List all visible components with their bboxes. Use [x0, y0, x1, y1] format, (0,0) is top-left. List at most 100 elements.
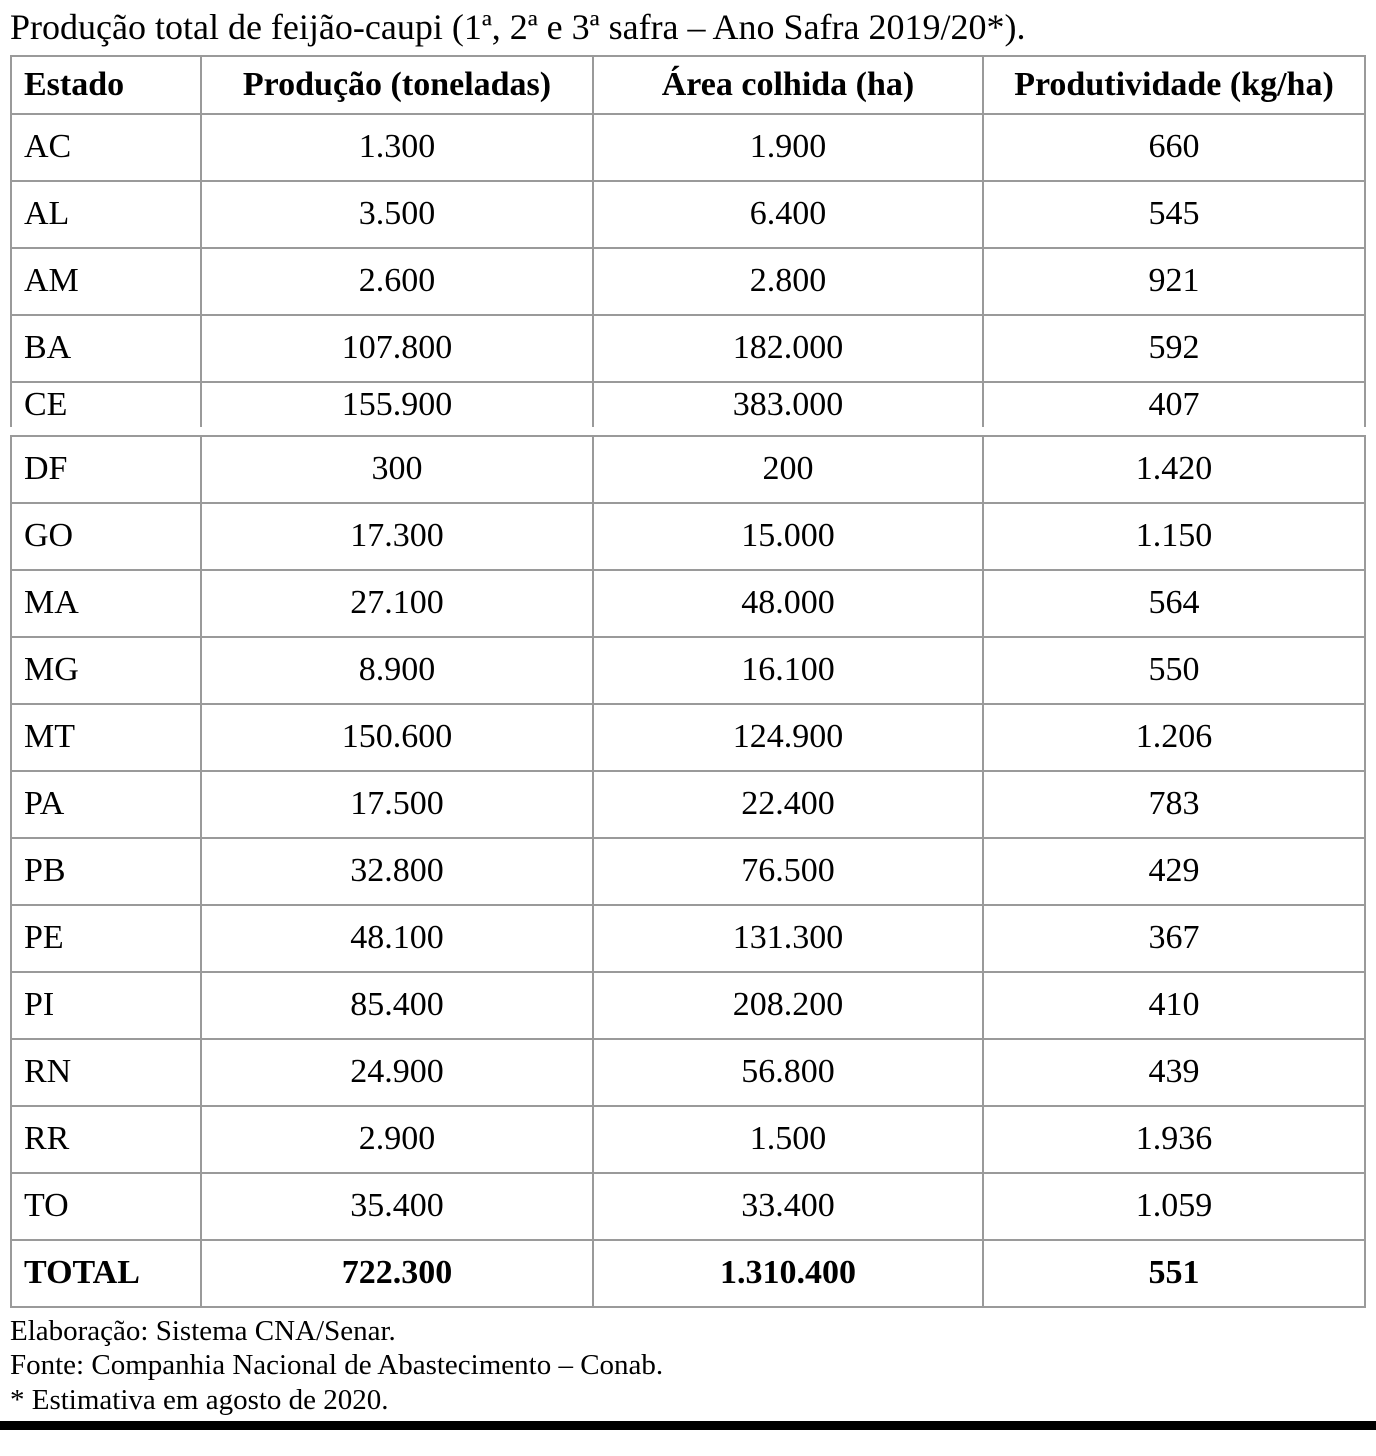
footnotes: Elaboração: Sistema CNA/Senar. Fonte: Co… — [10, 1315, 1364, 1416]
value-cell: 48.000 — [592, 568, 984, 638]
state-cell: PE — [10, 903, 202, 973]
value-cell: 85.400 — [200, 970, 594, 1040]
state-cell: RN — [10, 1037, 202, 1107]
state-cell: MG — [10, 635, 202, 705]
state-cell: PI — [10, 970, 202, 1040]
value-cell: 17.300 — [200, 501, 594, 571]
total-label-cell: TOTAL — [10, 1238, 202, 1308]
column-header-produtividade: Produtividade (kg/ha) — [982, 54, 1366, 115]
value-cell: 6.400 — [592, 179, 984, 249]
table-row: RR 2.900 1.500 1.936 — [10, 1104, 1366, 1174]
bottom-rule — [0, 1421, 1376, 1431]
total-area-cell: 1.310.400 — [592, 1238, 984, 1308]
state-cell: AL — [10, 179, 202, 249]
header-row: Estado Produção (toneladas) Área colhida… — [10, 54, 1366, 115]
value-cell: 1.500 — [592, 1104, 984, 1174]
value-cell: 150.600 — [200, 702, 594, 772]
value-cell: 3.500 — [200, 179, 594, 249]
column-header-area-colhida: Área colhida (ha) — [592, 54, 984, 115]
production-table-part2: DF 300 200 1.420 GO 17.300 15.000 1.150 MA 27.100… — [10, 434, 1366, 1308]
state-cell: AM — [10, 246, 202, 316]
value-cell: 33.400 — [592, 1171, 984, 1241]
value-cell: 48.100 — [200, 903, 594, 973]
total-row: TOTAL 722.300 1.310.400 551 — [10, 1238, 1366, 1308]
value-cell: 1.150 — [982, 501, 1366, 571]
value-cell: 155.900 — [200, 380, 594, 427]
value-cell: 131.300 — [592, 903, 984, 973]
value-cell: 1.420 — [982, 434, 1366, 504]
state-cell: TO — [10, 1171, 202, 1241]
value-cell: 592 — [982, 313, 1366, 383]
table-row: MG 8.900 16.100 550 — [10, 635, 1366, 705]
state-cell: CE — [10, 380, 202, 427]
production-table-part1: Estado Produção (toneladas) Área colhida… — [10, 54, 1366, 427]
state-cell: MA — [10, 568, 202, 638]
value-cell: 564 — [982, 568, 1366, 638]
table-row: MA 27.100 48.000 564 — [10, 568, 1366, 638]
table-row: TO 35.400 33.400 1.059 — [10, 1171, 1366, 1241]
value-cell: 921 — [982, 246, 1366, 316]
state-cell: BA — [10, 313, 202, 383]
value-cell: 783 — [982, 769, 1366, 839]
value-cell: 200 — [592, 434, 984, 504]
value-cell: 367 — [982, 903, 1366, 973]
state-cell: GO — [10, 501, 202, 571]
table-row: MT 150.600 124.900 1.206 — [10, 702, 1366, 772]
value-cell: 410 — [982, 970, 1366, 1040]
table-row: RN 24.900 56.800 439 — [10, 1037, 1366, 1107]
value-cell: 124.900 — [592, 702, 984, 772]
value-cell: 2.600 — [200, 246, 594, 316]
document-page: Produção total de feijão-caupi (1ª, 2ª e… — [10, 7, 1366, 1416]
footnote-elaboration: Elaboração: Sistema CNA/Senar. — [10, 1314, 396, 1347]
table-row: AM 2.600 2.800 921 — [10, 246, 1366, 316]
value-cell: 56.800 — [592, 1037, 984, 1107]
state-cell: DF — [10, 434, 202, 504]
value-cell: 27.100 — [200, 568, 594, 638]
value-cell: 2.900 — [200, 1104, 594, 1174]
value-cell: 545 — [982, 179, 1366, 249]
value-cell: 16.100 — [592, 635, 984, 705]
total-producao-cell: 722.300 — [200, 1238, 594, 1308]
table-row: PE 48.100 131.300 367 — [10, 903, 1366, 973]
state-cell: RR — [10, 1104, 202, 1174]
value-cell: 17.500 — [200, 769, 594, 839]
value-cell: 15.000 — [592, 501, 984, 571]
value-cell: 1.206 — [982, 702, 1366, 772]
table-row: AL 3.500 6.400 545 — [10, 179, 1366, 249]
state-cell: PA — [10, 769, 202, 839]
value-cell: 76.500 — [592, 836, 984, 906]
value-cell: 1.900 — [592, 112, 984, 182]
value-cell: 1.300 — [200, 112, 594, 182]
state-cell: MT — [10, 702, 202, 772]
value-cell: 550 — [982, 635, 1366, 705]
value-cell: 429 — [982, 836, 1366, 906]
footnote-source: Fonte: Companhia Nacional de Abastecimen… — [10, 1349, 664, 1382]
state-cell: AC — [10, 112, 202, 182]
column-header-producao: Produção (toneladas) — [200, 54, 594, 115]
table-row: AC 1.300 1.900 660 — [10, 112, 1366, 182]
value-cell: 1.936 — [982, 1104, 1366, 1174]
value-cell: 383.000 — [592, 380, 984, 427]
value-cell: 32.800 — [200, 836, 594, 906]
table-row: GO 17.300 15.000 1.150 — [10, 501, 1366, 571]
table-caption: Produção total de feijão-caupi (1ª, 2ª e… — [10, 7, 1026, 47]
value-cell: 439 — [982, 1037, 1366, 1107]
column-header-estado: Estado — [10, 54, 202, 115]
value-cell: 300 — [200, 434, 594, 504]
value-cell: 35.400 — [200, 1171, 594, 1241]
value-cell: 1.059 — [982, 1171, 1366, 1241]
value-cell: 407 — [982, 380, 1366, 427]
value-cell: 208.200 — [592, 970, 984, 1040]
value-cell: 22.400 — [592, 769, 984, 839]
value-cell: 2.800 — [592, 246, 984, 316]
state-cell: PB — [10, 836, 202, 906]
footnote-estimate: * Estimativa em agosto de 2020. — [10, 1383, 389, 1416]
value-cell: 24.900 — [200, 1037, 594, 1107]
table-row: PA 17.500 22.400 783 — [10, 769, 1366, 839]
total-produtividade-cell: 551 — [982, 1238, 1366, 1308]
table-row: PB 32.800 76.500 429 — [10, 836, 1366, 906]
table-row: PI 85.400 208.200 410 — [10, 970, 1366, 1040]
table-row: CE 155.900 383.000 407 — [10, 380, 1366, 427]
value-cell: 660 — [982, 112, 1366, 182]
table-row: BA 107.800 182.000 592 — [10, 313, 1366, 383]
